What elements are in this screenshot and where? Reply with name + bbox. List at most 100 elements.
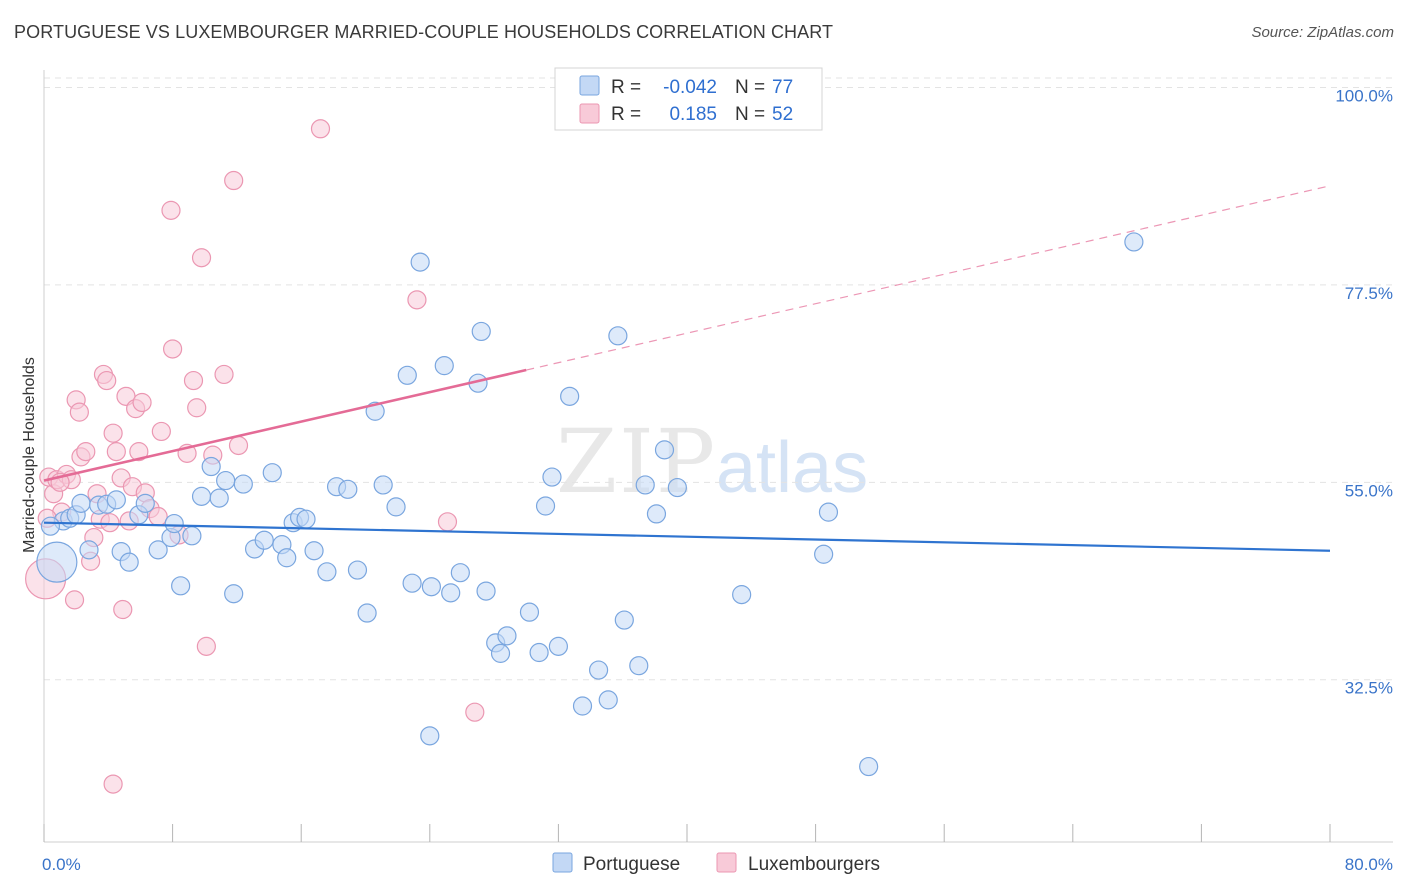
data-point [277,548,297,568]
data-point [187,398,207,418]
data-point [40,516,61,536]
data-point [216,470,236,491]
legend-r-value-luxembourgers: 0.185 [669,104,717,125]
data-point [410,252,430,272]
stats-legend: R = -0.042 N = 77 R = 0.185 N = 52 [554,67,823,131]
y-tick-labels: 32.5% 55.0% 77.5% 100.0% [1335,87,1393,698]
data-point [254,530,274,550]
data-point [163,339,183,359]
luxembourgers-trend-line [43,368,527,482]
data-point [214,364,234,385]
data-point [191,248,212,268]
data-point [106,490,126,510]
x-tick-label-min: 0.0% [42,855,81,874]
data-point [304,541,324,561]
data-point [407,290,427,310]
y-tick-label: 77.5% [1345,284,1393,303]
data-point [103,774,123,794]
y-tick-label: 55.0% [1345,481,1393,500]
data-point [201,456,221,477]
legend-swatch-luxembourgers [579,103,600,124]
data-point [161,200,181,220]
data-point [151,421,171,442]
axes [43,70,1393,843]
legend-r-label-luxembourgers: R = [611,104,641,125]
series-legend-label-luxembourgers: Luxembourgers [748,854,880,875]
data-point [421,577,442,597]
legend-n-value-portuguese: 77 [772,77,793,98]
data-point [560,386,580,406]
data-point [818,502,839,522]
series-legend-swatch-luxembourgers [716,852,737,873]
data-point [490,643,511,663]
source-credit: Source: ZipAtlas.com [1251,24,1394,41]
legend-swatch-portuguese [579,75,600,96]
data-point [224,584,244,604]
data-point [129,442,149,462]
data-point [69,402,89,422]
data-point [386,497,406,517]
data-point [476,581,496,601]
data-point [296,509,316,529]
series-legend: Portuguese Luxembourgers [552,852,880,875]
y-tick-label: 32.5% [1345,679,1393,698]
legend-n-label-luxembourgers: N = [735,104,765,125]
data-point [548,636,569,656]
data-point [97,370,117,391]
data-point [441,583,461,603]
data-point [529,642,549,663]
data-point [36,541,78,583]
luxembourgers-points [25,119,485,794]
y-tick-label: 100.0% [1335,87,1393,106]
data-point [224,170,244,191]
data-point [542,467,562,487]
data-point [196,636,216,656]
data-point [402,573,422,593]
data-point [635,475,655,495]
data-point [317,562,337,582]
data-point [64,590,85,610]
data-point [171,576,191,596]
data-point [588,660,609,680]
luxembourgers-trend-extension [526,185,1331,371]
trend-lines [43,185,1331,552]
data-point [497,626,517,646]
data-point [135,493,155,513]
data-point [654,440,675,460]
data-point [233,474,253,494]
data-point [357,603,377,623]
data-point [646,504,667,524]
data-point [614,610,634,630]
data-point [1124,232,1144,252]
data-point [465,702,485,722]
data-point [347,560,368,580]
data-point [434,356,454,376]
data-point [100,513,120,533]
data-point [182,526,202,546]
data-point [667,477,687,498]
data-point [859,756,879,777]
data-point [598,690,618,710]
y-axis-label: Married-couple Households [21,357,38,553]
watermark-zip: ZIP [556,410,717,513]
data-point [103,423,123,443]
data-point [76,442,96,462]
data-point [629,656,649,676]
data-point [228,435,249,456]
data-point [450,563,470,583]
data-point [572,696,593,716]
watermark: ZIP atlas [556,410,868,513]
data-point [310,119,331,139]
chart-title: PORTUGUESE VS LUXEMBOURGER MARRIED-COUPL… [14,22,834,42]
data-point [79,540,99,560]
data-point [209,488,229,508]
data-point [437,512,458,532]
data-point [397,365,417,385]
data-point [71,493,91,513]
data-point [535,496,556,516]
data-point [191,486,212,506]
data-point [262,463,282,483]
series-legend-swatch-portuguese [552,852,573,873]
data-point [132,392,152,413]
data-point [119,552,139,572]
